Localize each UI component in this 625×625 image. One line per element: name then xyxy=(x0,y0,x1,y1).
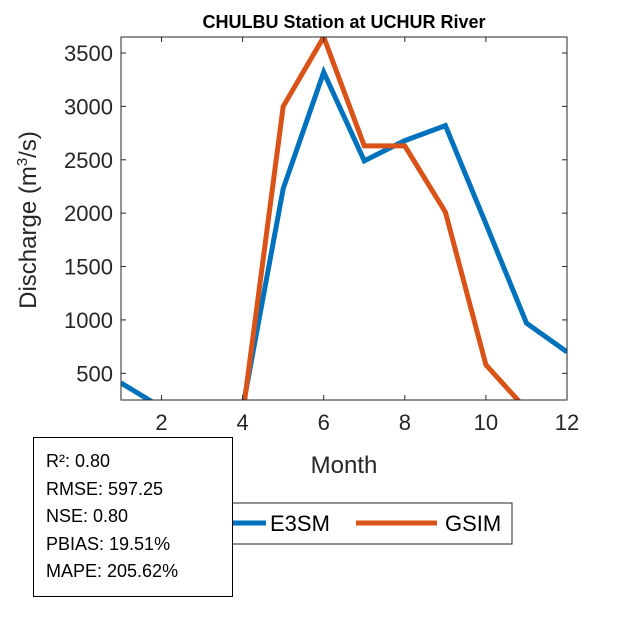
plot-frame xyxy=(120,36,568,401)
x-tick-label: 4 xyxy=(237,410,249,435)
x-tick-label: 12 xyxy=(555,410,579,435)
x-tick-label: 10 xyxy=(474,410,498,435)
stat-nse: NSE: 0.80 xyxy=(46,506,129,526)
legend-label-gsim: GSIM xyxy=(445,511,501,536)
x-tick-label: 2 xyxy=(155,410,167,435)
y-axis-label: Discharge (m3/s) xyxy=(14,131,42,309)
y-tick-label: 1000 xyxy=(64,308,113,333)
stat-r2: R²: 0.80 xyxy=(46,451,111,471)
legend: E3SM GSIM xyxy=(214,502,513,545)
stat-mape: MAPE: 205.62% xyxy=(46,561,179,581)
stat-rmse: RMSE: 597.25 xyxy=(46,478,164,499)
series-line-gsim xyxy=(242,37,522,400)
stat-pbias: PBIAS: 19.51% xyxy=(46,533,171,554)
x-tick-label: 8 xyxy=(399,410,411,435)
legend-label-e3sm: E3SM xyxy=(270,511,330,536)
y-tick-label: 2000 xyxy=(64,201,113,226)
chart-title: CHULBU Station at UCHUR River xyxy=(202,12,485,32)
y-tick-label: 500 xyxy=(76,361,113,386)
x-tick-label: 6 xyxy=(318,410,330,435)
series-line-e3sm xyxy=(121,65,567,400)
y-tick-label: 3500 xyxy=(64,41,113,66)
y-tick-label: 1500 xyxy=(64,255,113,280)
stats-box: R²: 0.80 RMSE: 597.25 NSE: 0.80 PBIAS: 1… xyxy=(33,437,233,597)
x-axis-label: Month xyxy=(311,452,378,479)
y-tick-label: 3000 xyxy=(64,94,113,119)
y-tick-label: 2500 xyxy=(64,148,113,173)
